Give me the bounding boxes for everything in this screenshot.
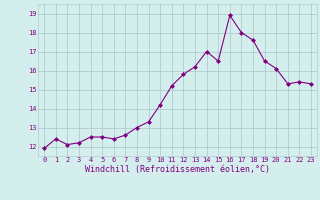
- X-axis label: Windchill (Refroidissement éolien,°C): Windchill (Refroidissement éolien,°C): [85, 165, 270, 174]
